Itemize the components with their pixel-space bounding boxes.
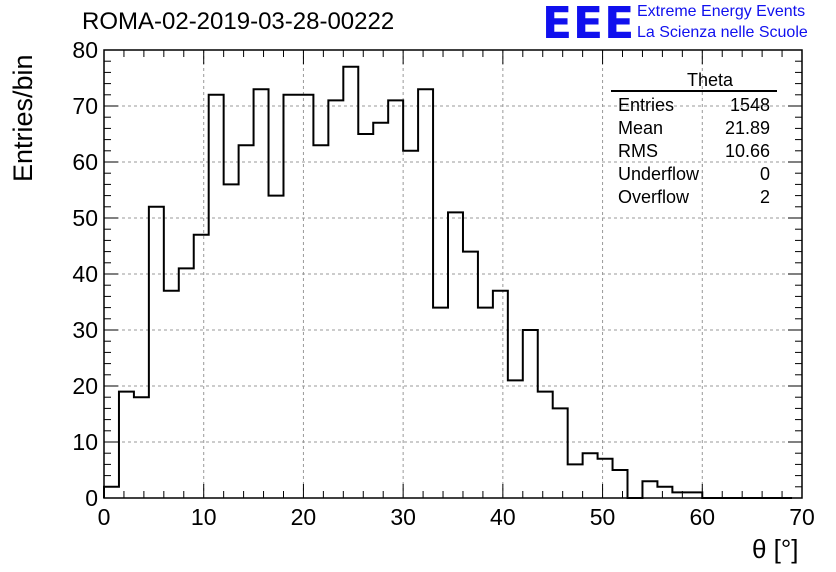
x-tick-label: 20 bbox=[291, 504, 317, 530]
y-tick-label: 30 bbox=[72, 317, 98, 343]
stats-row-underflow: Underflow 0 bbox=[611, 163, 777, 186]
axis-ticks bbox=[103, 49, 803, 499]
stats-value: 21.89 bbox=[724, 118, 770, 138]
stats-box: Theta Entries 1548 Mean 21.89 RMS 10.66 … bbox=[611, 70, 777, 209]
x-tick-label: 0 bbox=[98, 504, 111, 530]
x-tick-label: 60 bbox=[689, 504, 715, 530]
stats-label: RMS bbox=[618, 141, 658, 161]
stats-label: Mean bbox=[618, 118, 664, 138]
y-tick-label: 70 bbox=[72, 93, 98, 119]
run-title: ROMA-02-2019-03-28-00222 bbox=[82, 8, 395, 35]
y-axis-label: Entries/bin bbox=[8, 54, 38, 182]
stats-divider bbox=[611, 90, 777, 92]
stats-value: 0 bbox=[759, 164, 770, 184]
y-tick-label: 0 bbox=[85, 485, 98, 511]
y-tick-label: 40 bbox=[72, 261, 98, 287]
stats-value: 2 bbox=[759, 187, 770, 207]
y-tick-label: 60 bbox=[72, 149, 98, 175]
y-tick-label: 80 bbox=[72, 37, 98, 63]
x-tick-label: 70 bbox=[789, 504, 815, 530]
y-tick-label: 20 bbox=[72, 373, 98, 399]
stats-row-rms: RMS 10.66 bbox=[611, 140, 777, 163]
stats-label: Overflow bbox=[618, 187, 690, 207]
x-tick-label: 30 bbox=[390, 504, 416, 530]
eee-logo: EEE bbox=[542, 0, 636, 49]
x-tick-label: 50 bbox=[590, 504, 616, 530]
x-tick-label: 10 bbox=[191, 504, 217, 530]
logo-subtitle-2: La Scienza nelle Scuole bbox=[637, 24, 808, 41]
y-tick-label: 10 bbox=[72, 429, 98, 455]
stats-title: Theta bbox=[686, 70, 734, 90]
stats-row-mean: Mean 21.89 bbox=[611, 117, 777, 140]
logo-subtitle-1: Extreme Energy Events bbox=[637, 3, 806, 20]
stats-row-overflow: Overflow 2 bbox=[611, 186, 777, 209]
stats-label: Entries bbox=[618, 95, 675, 115]
y-tick-label: 50 bbox=[72, 205, 98, 231]
stats-row-entries: Entries 1548 bbox=[611, 94, 777, 117]
x-tick-label: 40 bbox=[490, 504, 516, 530]
stats-value: 10.66 bbox=[724, 141, 770, 161]
stats-label: Underflow bbox=[618, 164, 700, 184]
stats-value: 1548 bbox=[729, 95, 770, 115]
x-axis-label: θ [°] bbox=[752, 534, 799, 564]
